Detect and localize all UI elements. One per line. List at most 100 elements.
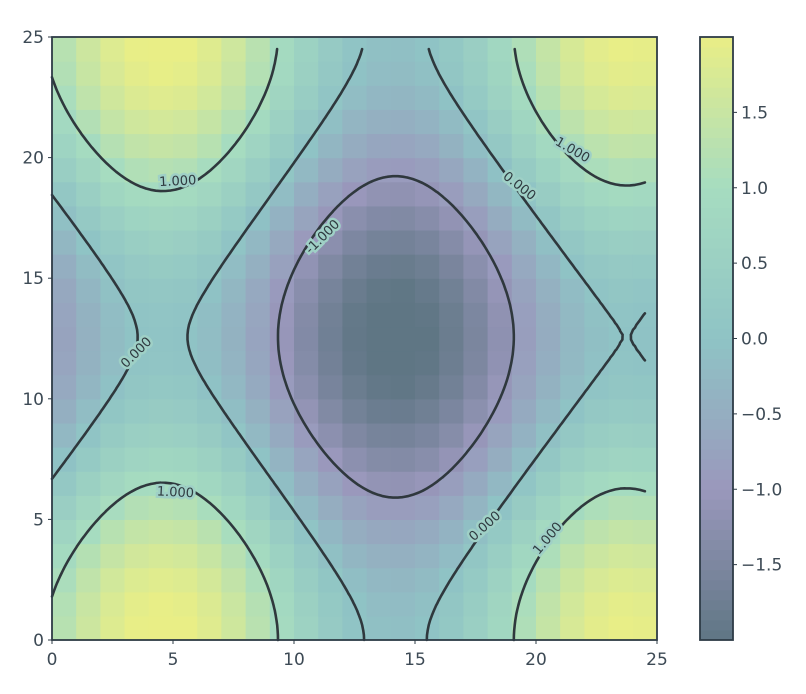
heatmap-cell [269,133,295,159]
heatmap-cell [342,157,368,183]
heatmap-cell [342,109,368,135]
heatmap-cell [584,543,610,569]
heatmap-cell [366,133,392,159]
heatmap-cell [415,109,440,135]
heatmap-cell [366,591,392,617]
heatmap-cell [608,254,634,279]
colorbar-segment [700,408,733,420]
heatmap-cell [52,615,77,641]
heatmap-cell [390,278,416,303]
heatmap-cell [318,302,343,328]
heatmap-cell [608,61,634,86]
heatmap-cell [463,157,489,183]
heatmap-cell [536,591,561,617]
heatmap-cell [632,422,658,448]
heatmap-cell [439,109,464,135]
heatmap-cell [197,302,222,328]
heatmap-cell [415,519,440,545]
heatmap-cell [221,350,247,376]
heatmap-cell [221,567,247,593]
heatmap-cell [173,61,198,86]
heatmap-cell [52,422,77,448]
heatmap-cell [511,519,537,545]
heatmap-cell [632,181,658,207]
heatmap-cell [100,85,126,110]
heatmap-cell [511,229,537,255]
heatmap-cell [124,254,150,279]
heatmap-cell [463,495,489,520]
heatmap-cell [269,85,295,110]
heatmap-cell [148,398,174,424]
heatmap-cell [294,61,319,86]
heatmap-cell [124,398,150,424]
heatmap-cell [536,567,561,593]
heatmap-cell [390,85,416,110]
heatmap-cell [560,350,585,376]
colorbar-segment [700,187,733,199]
heatmap-cell [294,615,319,641]
heatmap-cell [294,205,319,231]
heatmap-cell [463,302,489,328]
heatmap-cell [245,302,271,328]
heatmap-cell [173,519,198,545]
heatmap-cell [76,422,101,448]
colorbar-segment [700,398,733,410]
heatmap-cell [487,181,513,207]
heatmap-cell [439,254,464,279]
heatmap-cell [632,447,658,472]
heatmap-cell [294,109,319,135]
heatmap-cell [536,157,561,183]
heatmap-cell [148,302,174,328]
heatmap-cell [197,85,222,110]
heatmap-cell [148,229,174,255]
heatmap-cell [294,471,319,496]
heatmap-cell [100,302,126,328]
heatmap-cell [608,278,634,303]
heatmap-cell [366,422,392,448]
heatmap-cell [632,591,658,617]
colorbar-segment [700,197,733,209]
heatmap-cell [76,591,101,617]
heatmap-cell [366,350,392,376]
heatmap-cell [148,254,174,279]
heatmap-cell [294,567,319,593]
heatmap-cell [245,350,271,376]
heatmap-cell [318,205,343,231]
x-tick-label: 10 [283,650,305,670]
heatmap-cell [390,422,416,448]
colorbar-segment [700,127,733,138]
heatmap-cell [197,447,222,472]
heatmap-cell [52,133,77,159]
heatmap-cell [221,181,247,207]
heatmap-cell [366,205,392,231]
heatmap-cell [536,85,561,110]
heatmap-cell [318,133,343,159]
colorbar-segment [700,117,733,128]
heatmap-cell [560,374,585,400]
heatmap-cell [487,591,513,617]
heatmap-cell [76,278,101,303]
heatmap-cell [536,374,561,400]
heatmap-cell [439,229,464,255]
heatmap-cell [463,471,489,496]
heatmap-cell [318,374,343,400]
heatmap-cell [245,519,271,545]
heatmap-cell [318,398,343,424]
heatmap-cell [197,109,222,135]
heatmap-cell [245,133,271,159]
heatmap-cell [390,326,416,352]
heatmap-cell [366,37,392,62]
heatmap-cell [415,495,440,520]
heatmap-cell [415,61,440,86]
heatmap-cell [76,181,101,207]
heatmap-cell [415,447,440,472]
heatmap-cell [608,109,634,135]
colorbar-segment [700,529,733,540]
heatmap-cell [294,157,319,183]
colorbar-segment [700,328,733,339]
heatmap-cell [584,591,610,617]
heatmap-cell [536,278,561,303]
heatmap-cell [100,422,126,448]
heatmap-cell [76,109,101,135]
heatmap-cell [463,591,489,617]
